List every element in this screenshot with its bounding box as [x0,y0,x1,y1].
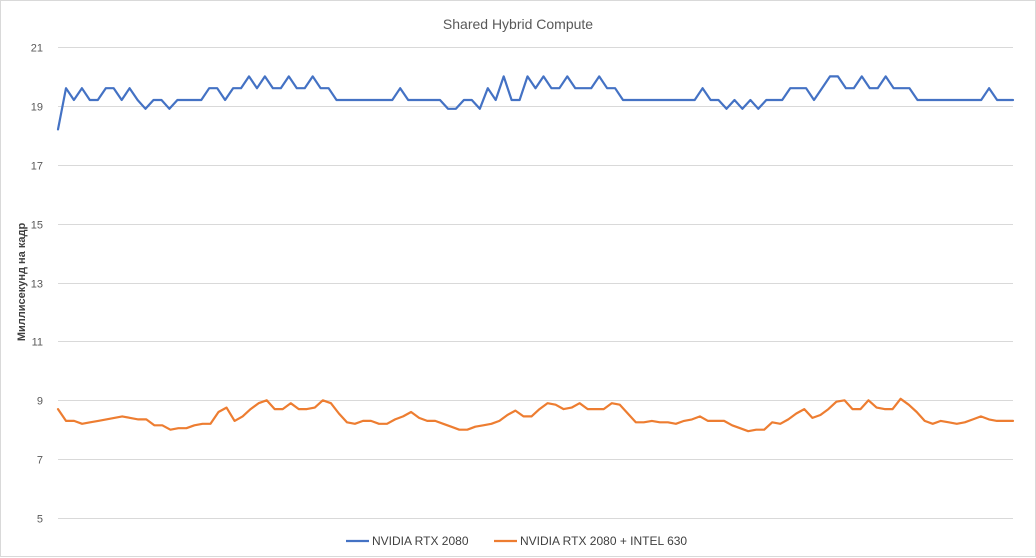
legend-label-1: NVIDIA RTX 2080 [372,534,469,548]
gridlines [58,47,1013,519]
series-line-2 [56,397,1015,433]
chart-title: Shared Hybrid Compute [443,16,593,32]
series-lines [56,75,1015,433]
y-axis-tick-labels: 5 7 9 11 13 15 17 19 21 [31,43,43,526]
y-axis-title: Миллисекунд на кадр [16,223,28,342]
y-tick-label: 19 [31,102,43,114]
y-tick-label: 15 [31,220,43,232]
y-tick-label: 7 [37,455,43,467]
y-tick-label: 5 [37,514,43,526]
y-tick-label: 17 [31,161,43,173]
legend-label-2: NVIDIA RTX 2080 + INTEL 630 [520,534,687,548]
y-tick-label: 13 [31,279,43,291]
series-line-1 [56,75,1015,131]
legend: NVIDIA RTX 2080 NVIDIA RTX 2080 + INTEL 6… [346,534,687,548]
y-tick-label: 21 [31,43,43,55]
y-tick-label: 9 [37,396,43,408]
y-tick-label: 11 [32,337,43,349]
